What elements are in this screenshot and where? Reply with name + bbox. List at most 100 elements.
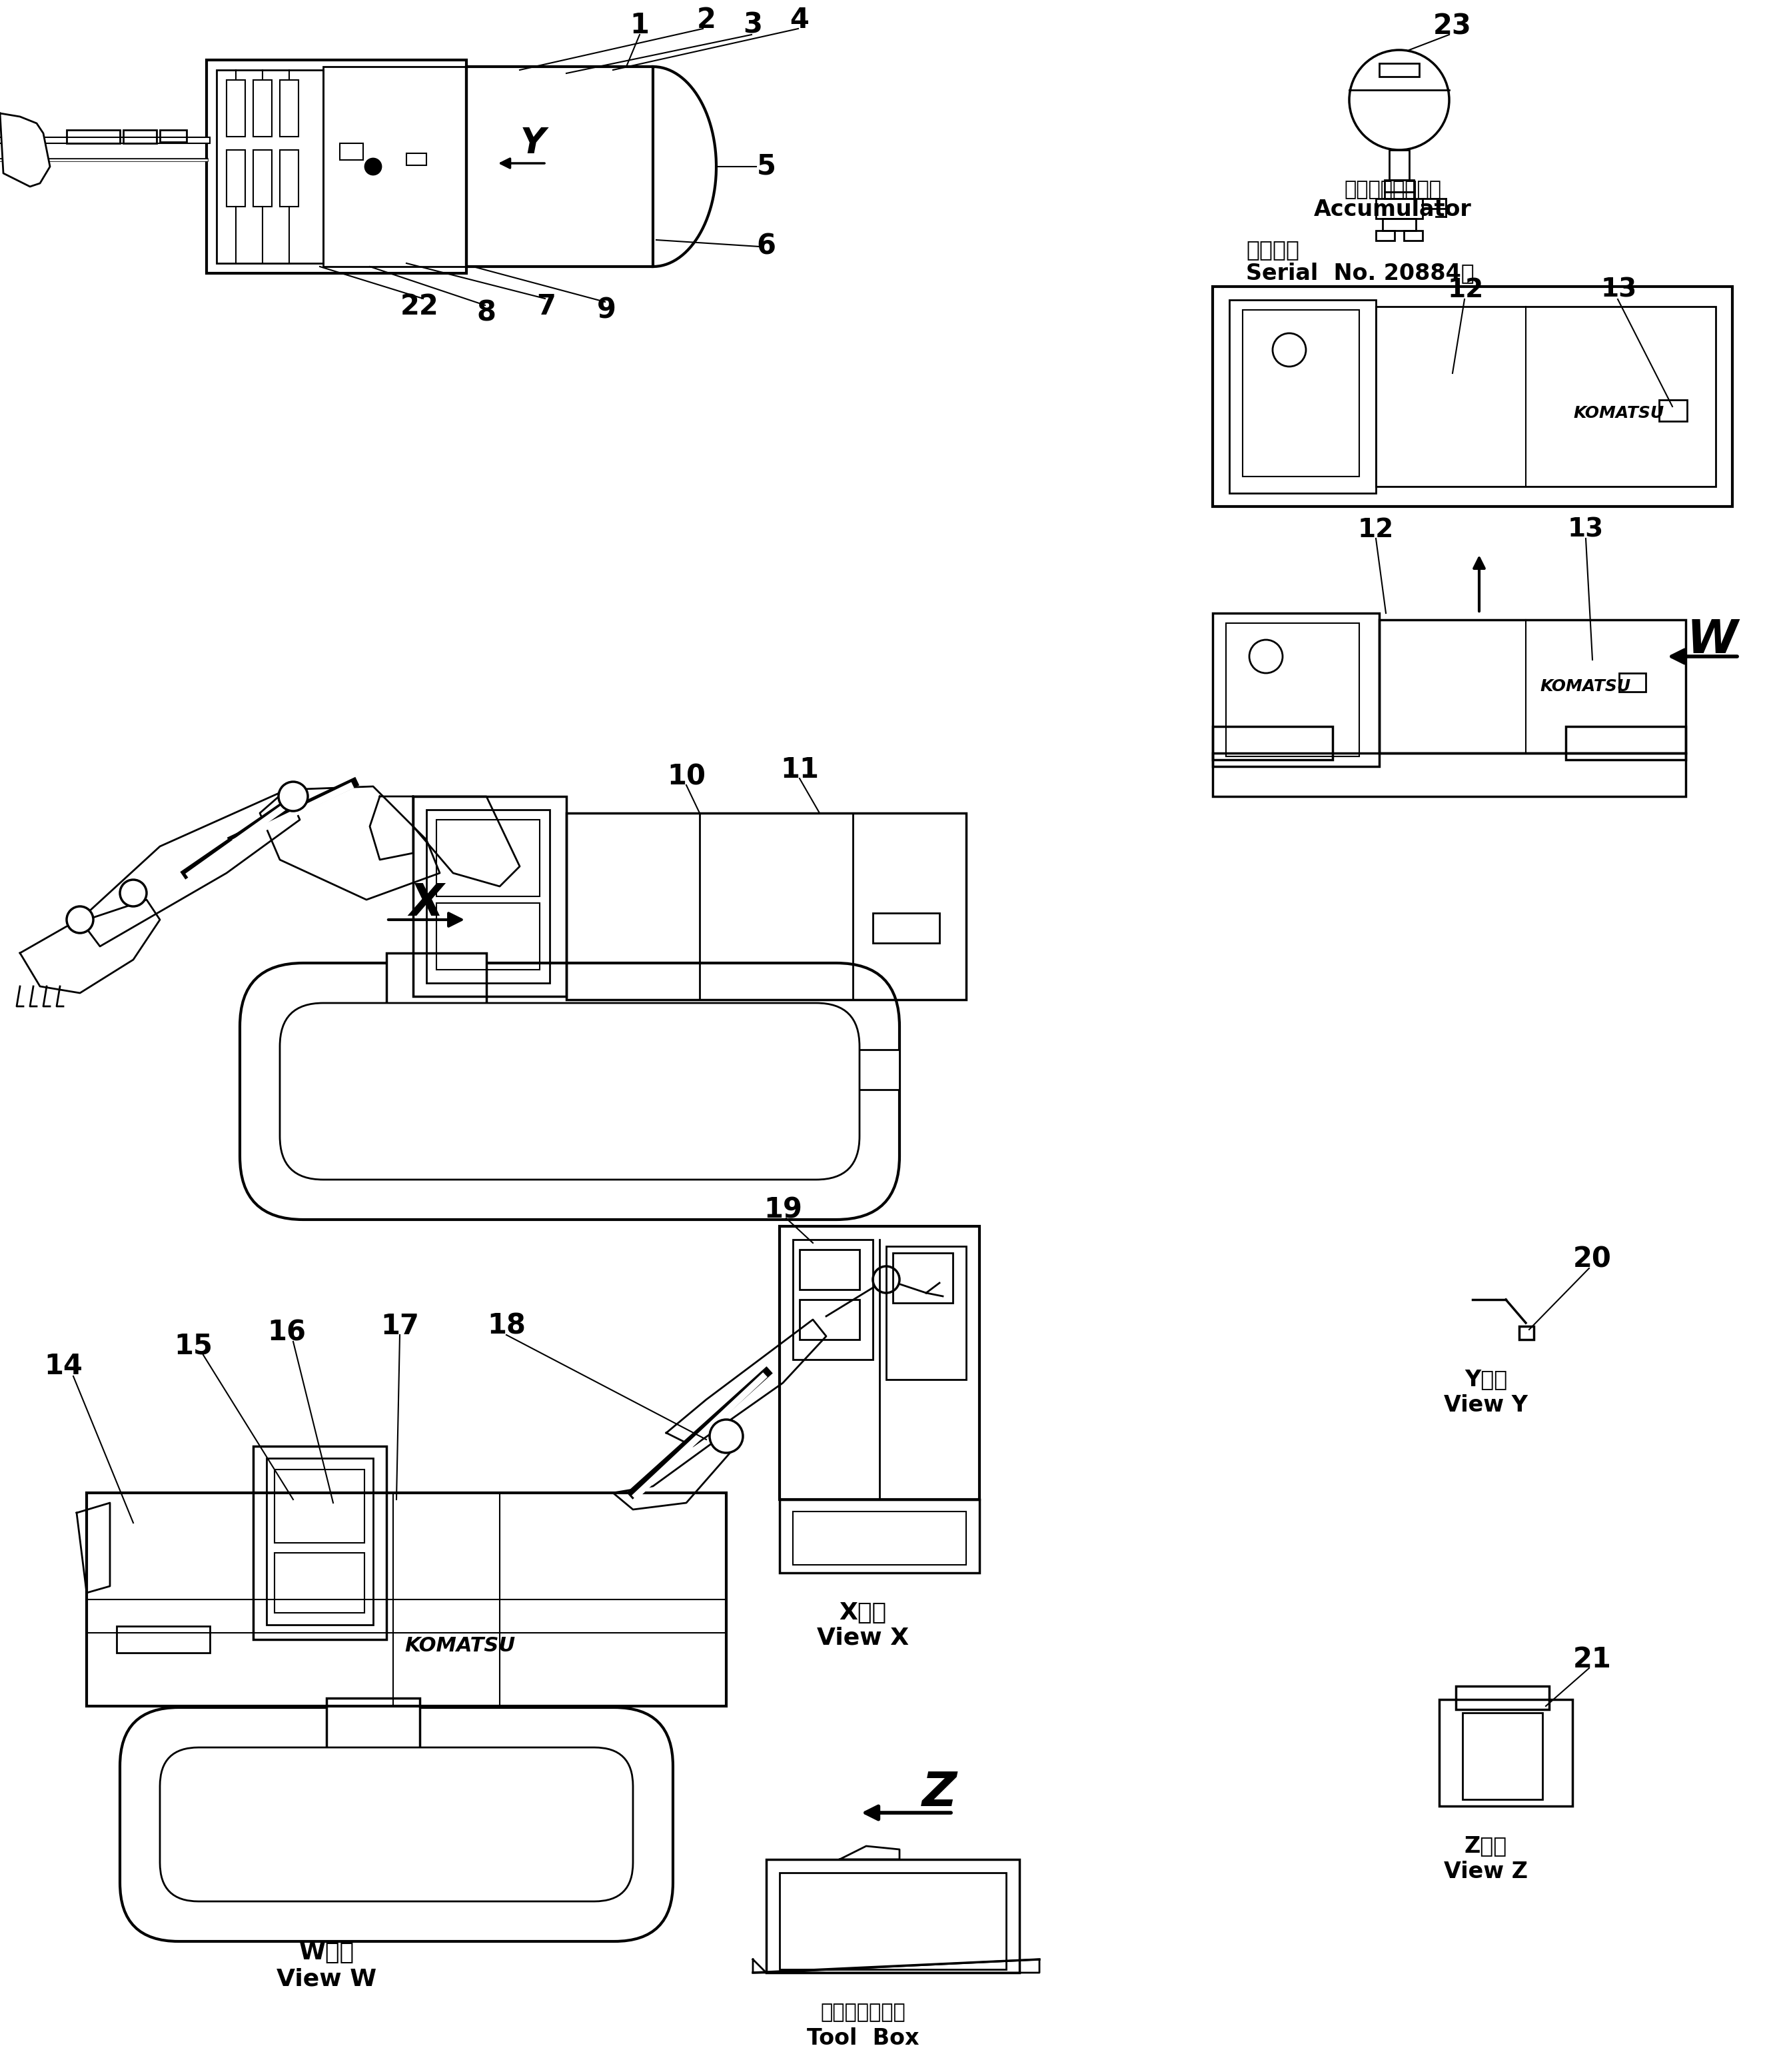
Bar (1422, 199, 1445, 209)
Bar (1213, 613, 1379, 767)
Text: X: X (410, 881, 443, 924)
Text: KOMATSU: KOMATSU (404, 1637, 516, 1656)
Bar (227, 149, 245, 207)
Bar (275, 1469, 365, 1544)
Circle shape (709, 1419, 743, 1452)
Bar (326, 1699, 420, 1767)
Text: アキュームレータ: アキュームレータ (1344, 180, 1441, 199)
Bar (1390, 149, 1410, 180)
Text: Z　視: Z 視 (1464, 1836, 1507, 1857)
Text: 18: 18 (488, 1312, 527, 1341)
Text: ツールボックス: ツールボックス (821, 2004, 906, 2022)
Polygon shape (0, 114, 50, 186)
Bar (124, 131, 156, 143)
Bar (1379, 64, 1418, 77)
Bar (160, 131, 186, 143)
Polygon shape (76, 1502, 110, 1593)
Bar (216, 70, 323, 263)
Bar (887, 1245, 966, 1380)
Text: 15: 15 (174, 1332, 213, 1359)
Bar (193, 1784, 619, 1817)
Text: 2: 2 (697, 6, 716, 33)
Bar (254, 1446, 387, 1639)
Bar (1376, 307, 1716, 487)
Bar (406, 153, 427, 166)
Text: View Y: View Y (1443, 1394, 1528, 1415)
Text: 12: 12 (1449, 278, 1484, 303)
Bar (280, 149, 298, 207)
Bar (780, 1227, 979, 1500)
Text: View X: View X (817, 1627, 910, 1649)
Bar (800, 1249, 860, 1289)
Polygon shape (613, 1434, 732, 1510)
Text: 23: 23 (1433, 12, 1472, 41)
Text: 11: 11 (780, 756, 819, 783)
Text: X　視: X 視 (839, 1602, 887, 1624)
Polygon shape (754, 1960, 1039, 1973)
Bar (280, 81, 298, 137)
Bar (1229, 300, 1376, 493)
Text: Y　視: Y 視 (1464, 1370, 1507, 1390)
Text: KOMATSU: KOMATSU (1574, 406, 1665, 421)
Polygon shape (80, 789, 300, 947)
Bar (1376, 230, 1395, 240)
Text: KOMATSU: KOMATSU (1541, 678, 1631, 694)
Bar (793, 1239, 872, 1359)
Bar (1243, 311, 1360, 477)
Bar (1385, 180, 1413, 193)
Bar (413, 796, 566, 997)
Bar (266, 1459, 372, 1624)
Bar (275, 1552, 365, 1612)
Text: Tool  Box: Tool Box (807, 2026, 918, 2049)
Bar (894, 1254, 952, 1303)
Text: Accumulator: Accumulator (1314, 199, 1472, 222)
Bar (436, 903, 539, 970)
Text: 21: 21 (1573, 1645, 1612, 1674)
Text: Y: Y (519, 126, 546, 162)
Bar (1619, 673, 1645, 692)
Bar (206, 60, 466, 274)
Text: 20: 20 (1573, 1245, 1612, 1274)
Text: 3: 3 (743, 10, 762, 39)
Bar (1225, 624, 1360, 756)
Bar (566, 812, 966, 999)
Text: 7: 7 (537, 292, 557, 321)
Text: Serial  No. 20884～: Serial No. 20884～ (1246, 263, 1475, 284)
Bar (1213, 286, 1732, 506)
Bar (300, 1051, 899, 1090)
Text: 5: 5 (757, 153, 777, 180)
Bar (1379, 620, 1686, 752)
Circle shape (365, 160, 381, 174)
Bar (780, 1873, 1005, 1968)
Bar (87, 1492, 727, 1705)
Bar (1519, 1326, 1534, 1341)
Bar (254, 149, 271, 207)
Bar (1440, 1699, 1573, 1807)
Bar (254, 81, 271, 137)
Text: 19: 19 (764, 1196, 801, 1225)
Text: 17: 17 (381, 1312, 418, 1341)
Text: 13: 13 (1601, 278, 1636, 303)
Bar (1566, 727, 1686, 760)
Circle shape (872, 1266, 899, 1293)
Circle shape (121, 881, 147, 905)
Bar (872, 914, 940, 943)
Text: 1: 1 (629, 10, 649, 39)
Polygon shape (261, 787, 440, 899)
Text: 13: 13 (1567, 518, 1605, 543)
Text: 6: 6 (757, 232, 777, 261)
Text: 9: 9 (598, 296, 615, 323)
Bar (436, 821, 539, 897)
Circle shape (278, 781, 309, 810)
Text: 22: 22 (401, 292, 440, 321)
Text: 12: 12 (1358, 518, 1394, 543)
Bar (1213, 752, 1686, 796)
Bar (67, 131, 121, 143)
Text: 8: 8 (477, 298, 496, 327)
Bar (1385, 193, 1413, 199)
Text: 適用号機: 適用号機 (1246, 238, 1300, 261)
Bar (466, 66, 652, 267)
Bar (1376, 199, 1422, 220)
Bar (800, 1299, 860, 1341)
Bar (387, 953, 486, 1034)
